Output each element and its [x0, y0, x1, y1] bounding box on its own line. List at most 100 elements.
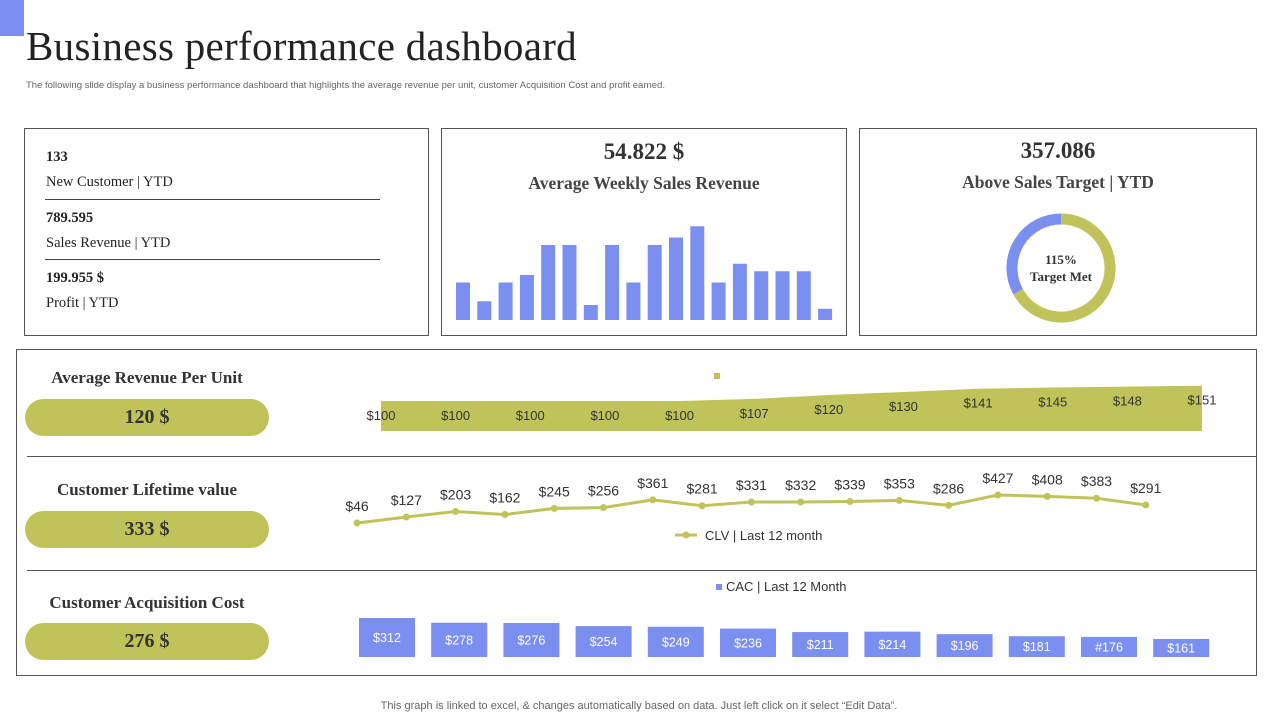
cac-data-label: $249 [662, 635, 690, 649]
weekly-bar [583, 305, 598, 320]
weekly-bar [669, 237, 683, 320]
target-donut-chart: 115% Target Met [1006, 213, 1116, 323]
cac-bar [503, 623, 560, 657]
clv-point [353, 519, 361, 527]
metrics-panel: Average Revenue Per Unit 120 $ Customer … [16, 349, 1257, 676]
cac-bar [720, 628, 776, 657]
cac-legend-label: CAC | Last 12 Month [726, 579, 846, 594]
clv-point [846, 497, 854, 505]
clv-point [649, 496, 657, 504]
clv-title: Customer Lifetime value [56, 480, 238, 499]
clv-point [994, 491, 1002, 499]
donut-slice [1006, 213, 1062, 295]
clv-data-label: $245 [539, 483, 570, 499]
arpu-data-label: $130 [889, 399, 918, 414]
weekly-bar [732, 263, 747, 320]
clv-point [600, 504, 607, 512]
arpu-data-label: $100 [590, 408, 619, 423]
cac-bar [936, 634, 993, 657]
arpu-value-pill: 120 $ [25, 399, 269, 436]
weekly-bar [605, 245, 620, 320]
cac-bar [1153, 639, 1210, 657]
new-customer-label: New Customer | YTD [46, 174, 173, 190]
clv-point [1043, 492, 1051, 500]
weekly-bar [796, 271, 811, 320]
weekly-sales-title: Average Weekly Sales Revenue [528, 173, 760, 193]
clv-point [1093, 494, 1100, 502]
arpu-title: Average Revenue Per Unit [51, 368, 243, 387]
sales-target-panel: 357.086 Above Sales Target | YTD 115% Ta… [859, 128, 1257, 336]
arpu-data-label: $141 [964, 396, 993, 411]
clv-point [550, 504, 558, 512]
metrics-charts: $100 $100 $100 $100 $100 $107 $120 $130 $141 $145… [345, 373, 1217, 657]
cac-bar [792, 632, 849, 657]
weekly-bar [690, 226, 705, 320]
cac-data-label: $276 [517, 634, 545, 648]
clv-data-label: $427 [982, 470, 1013, 486]
cac-bar [575, 626, 632, 657]
clv-point [895, 496, 903, 504]
weekly-bar [562, 245, 577, 320]
cac-data-label: $214 [878, 638, 906, 652]
arpu-data-label: $100 [367, 408, 396, 423]
sales-revenue-value: 789.595 [46, 210, 94, 226]
cac-title: Customer Acquisition Cost [49, 593, 245, 612]
clv-data-label: $203 [440, 486, 471, 502]
clv-point [698, 502, 706, 510]
clv-point [747, 498, 755, 506]
page-subtitle: The following slide display a business p… [26, 80, 665, 91]
profit-value: 199.955 $ [46, 270, 104, 286]
cac-data-label: #176 [1095, 640, 1123, 654]
cac-legend-marker [716, 584, 722, 590]
clv-point [1142, 501, 1150, 509]
new-customer-value: 133 [46, 149, 68, 165]
donut-slice [1013, 213, 1116, 323]
weekly-bar [754, 271, 769, 320]
cac-data-label: $161 [1167, 642, 1195, 656]
corner-accent [0, 0, 24, 36]
cac-bar [864, 631, 921, 657]
footer-note: This graph is linked to excel, & changes… [380, 700, 898, 712]
arpu-data-label: $145 [1038, 395, 1067, 410]
arpu-legend-marker [714, 373, 720, 379]
weekly-bar [775, 271, 790, 320]
weekly-sales-chart [456, 226, 833, 320]
arpu-data-label: $107 [740, 406, 769, 421]
cac-bar [359, 618, 415, 657]
clv-data-label: $332 [785, 477, 816, 493]
clv-data-label: $339 [834, 476, 865, 492]
cac-bar [647, 626, 704, 657]
clv-data-label: $361 [637, 475, 668, 491]
clv-point [452, 507, 460, 515]
sales-revenue-label: Sales Revenue | YTD [46, 235, 171, 251]
weekly-bar [541, 245, 556, 320]
clv-legend-marker [682, 531, 690, 539]
kpi-divider [45, 259, 380, 260]
cac-data-label: $181 [1023, 640, 1051, 654]
arpu-data-label: $148 [1113, 394, 1142, 409]
cac-data-label: $196 [951, 639, 979, 653]
clv-point [402, 513, 410, 521]
row-divider [27, 570, 1257, 571]
profit-label: Profit | YTD [46, 295, 119, 311]
clv-point [797, 498, 805, 506]
kpi-panel: 133 New Customer | YTD 789.595 Sales Rev… [24, 128, 429, 336]
arpu-data-label: $100 [665, 408, 694, 423]
clv-data-label: $127 [391, 492, 422, 508]
clv-data-label: $383 [1081, 473, 1112, 489]
cac-bar [431, 622, 488, 657]
arpu-data-label: $100 [441, 408, 470, 423]
clv-data-label: $291 [1130, 480, 1161, 496]
arpu-data-label: $100 [516, 408, 545, 423]
weekly-sales-value: 54.822 $ [603, 139, 685, 164]
cac-data-label: $312 [373, 631, 401, 645]
clv-legend-label: CLV | Last 12 month [705, 528, 822, 543]
cac-data-label: $211 [807, 638, 834, 652]
arpu-data-label: $151 [1188, 393, 1217, 408]
clv-data-label: $256 [588, 483, 619, 499]
weekly-bar [456, 282, 470, 320]
cac-data-label: $278 [445, 633, 473, 647]
cac-bar [1081, 636, 1137, 657]
row-divider [27, 456, 1257, 457]
clv-data-label: $162 [489, 489, 520, 505]
